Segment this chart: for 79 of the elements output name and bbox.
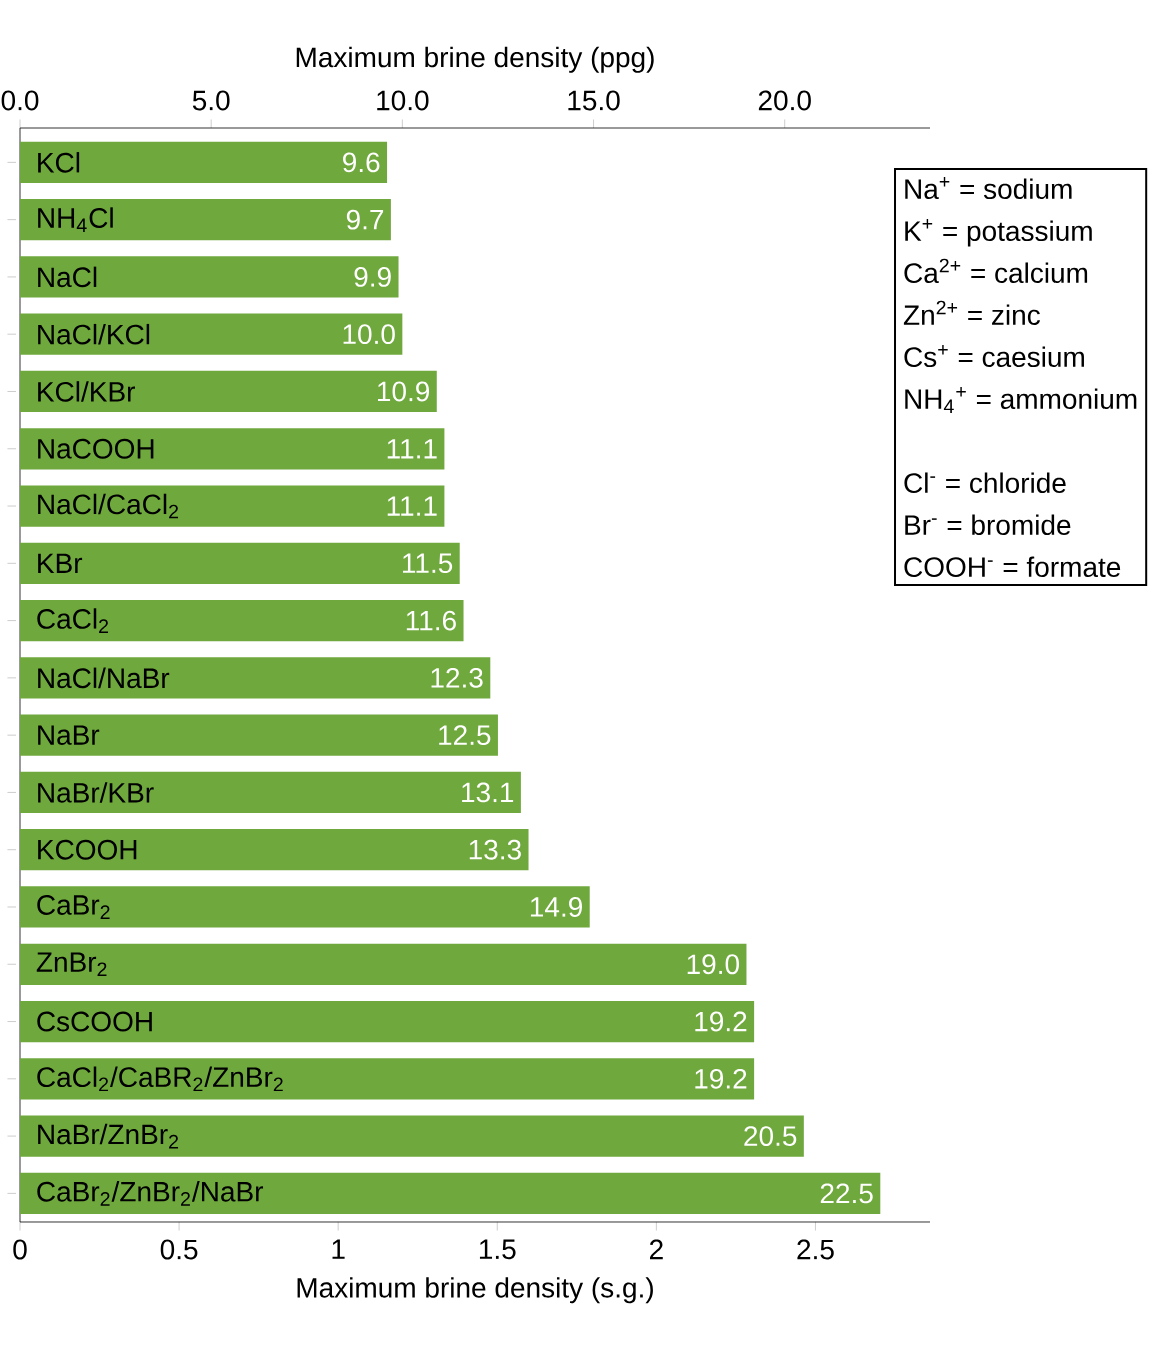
y-tick-label: NaBr: [38, 725, 100, 745]
bar: [20, 141, 388, 183]
y-tick-label: NaCl/CaCl$_{2}$: [38, 493, 179, 519]
bar: [20, 1058, 755, 1100]
bar: [20, 313, 403, 355]
y-tick-label: NaCOOH: [38, 438, 154, 459]
annotation: NH$_{4}$$^{+}$ = ammonium: [905, 386, 1137, 414]
x-tick-label: 15.0: [568, 90, 620, 111]
y-tick-label: NaCl: [38, 266, 97, 288]
y-tick-label: NaBr/KBr: [38, 782, 154, 803]
data-label: 19.0: [687, 954, 739, 975]
data-label: 13.1: [462, 782, 514, 803]
y-tick-label: NaBr/ZnBr$_{2}$: [38, 1123, 179, 1149]
x2-tick-label: 1.5: [479, 1239, 516, 1260]
y-tick-label: CaBr$_{2}$: [37, 895, 110, 919]
bar: [20, 256, 399, 298]
bar: [20, 485, 445, 527]
bar: [20, 1115, 804, 1157]
bar: [20, 199, 391, 241]
data-label: 12.5: [439, 725, 491, 746]
y-tick-label: KBr: [38, 553, 83, 573]
x-tick-label: 20.0: [758, 90, 811, 111]
bar: [20, 428, 445, 470]
y-tick-label: CaCl$_{2}$: [37, 608, 109, 633]
x-tick-label: 5.0: [192, 90, 230, 111]
bar: [20, 886, 590, 928]
x-tick-label: 0.0: [1, 90, 39, 111]
annotation: K$^{+}$ = potassium: [905, 218, 1092, 247]
annotation: Zn$^{2+}$ = zinc: [903, 300, 1040, 326]
data-label: 11.1: [387, 496, 437, 516]
data-label: 19.2: [695, 1068, 747, 1089]
data-label: 14.9: [530, 897, 582, 917]
bar: [20, 657, 491, 699]
data-label: 19.2: [695, 1011, 747, 1032]
annotation: Ca$^{2+}$ = calcium: [904, 258, 1088, 284]
x2-tick-label: 2.5: [797, 1239, 834, 1260]
bar: [20, 1172, 881, 1214]
data-label: 20.5: [744, 1126, 797, 1147]
y-tick-label: ZnBr$_{2}$: [36, 952, 107, 977]
y-tick-label: CaCl$_{2}$/CaBR$_{2}$/ZnBr$_{2}$: [37, 1066, 283, 1092]
y-tick-label: KCOOH: [38, 839, 137, 860]
data-label: 10.9: [378, 381, 430, 402]
data-label: 11.5: [403, 553, 453, 574]
x-axis-title: Maximum brine density (ppg): [296, 46, 654, 73]
annotation: Cs$^{+}$ = caesium: [904, 344, 1084, 368]
y-tick-label: KCl/KBr: [38, 381, 135, 402]
x2-axis-title: Maximum brine density (s.g.): [297, 1277, 653, 1304]
bar: [20, 1000, 755, 1043]
annotation: Na$^{+}$ = sodium: [905, 176, 1072, 200]
y-tick-label: CaBr$_{2}$/ZnBr$_{2}$/NaBr: [37, 1181, 264, 1206]
data-label: 9.9: [354, 266, 391, 287]
data-label: 10.0: [343, 324, 395, 345]
bar: [20, 943, 747, 985]
bar: [20, 542, 460, 584]
y-tick-label: NH$_{4}$Cl: [38, 207, 113, 232]
x2-tick-label: 0: [13, 1239, 27, 1260]
x-tick-label: 10.0: [377, 90, 429, 111]
bar: [20, 370, 437, 413]
data-label: 13.3: [469, 839, 521, 860]
y-tick-label: NaCl/NaBr: [38, 667, 170, 689]
bar: [20, 599, 464, 642]
data-label: 12.3: [431, 667, 483, 688]
bar: [20, 771, 521, 814]
data-label: 11.6: [406, 610, 456, 631]
y-tick-label: CsCOOH: [37, 1011, 152, 1032]
y-tick-label: KCl: [38, 152, 80, 173]
x2-tick-label: 0.5: [160, 1239, 198, 1260]
data-label: 11.1: [387, 439, 437, 459]
annotation: Cl$^{-}$ = chloride: [904, 472, 1066, 494]
y-tick-label: NaCl/KCl: [38, 323, 150, 345]
annotation: Br$^{-}$ = bromide: [905, 514, 1071, 536]
x2-tick-label: 1: [332, 1239, 345, 1259]
data-label: 9.6: [343, 152, 380, 173]
bar: [20, 829, 529, 871]
data-label: 22.5: [820, 1183, 873, 1204]
bar: [20, 714, 498, 756]
x2-tick-label: 2: [650, 1239, 663, 1260]
annotation: COOH$^{-}$ = formate: [904, 556, 1121, 578]
data-label: 9.7: [346, 209, 384, 230]
